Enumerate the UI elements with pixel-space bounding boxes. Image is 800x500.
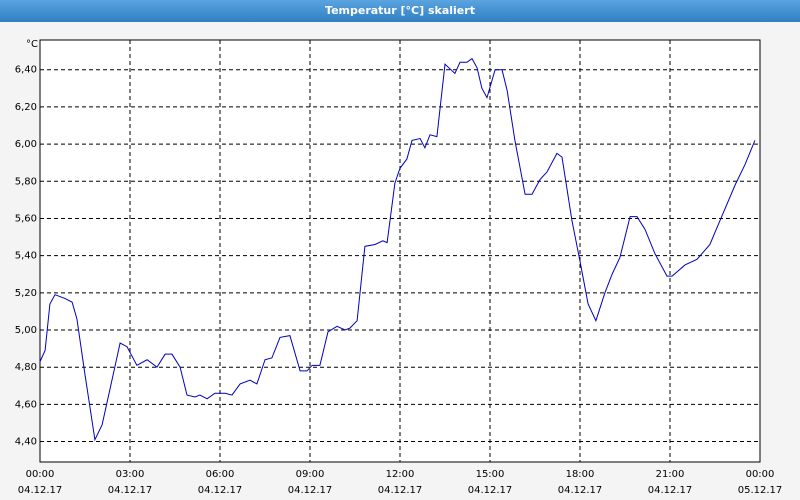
y-tick-label: 5,20: [15, 288, 37, 299]
x-tick-label: 06:00: [206, 469, 235, 480]
y-tick-label: 4,80: [15, 362, 37, 373]
y-tick-label: 6,00: [15, 139, 37, 150]
x-tick-label: 04.12.17: [468, 485, 513, 496]
x-tick-label: 04.12.17: [18, 485, 63, 496]
y-tick-label: 5,60: [15, 213, 37, 224]
y-tick-label: 5,00: [15, 325, 37, 336]
x-tick-label: 09:00: [296, 469, 325, 480]
x-tick-label: 04.12.17: [378, 485, 423, 496]
chart: °C 4,40 4,60 4,80 5,00 5,20 5,40 5,60 5,80 6,00 6…: [15, 39, 783, 496]
x-tick-label: 21:00: [656, 469, 685, 480]
x-tick-label: 05.12.17: [738, 485, 783, 496]
temperature-line: [39, 57, 756, 442]
y-tick-label: 4,60: [15, 399, 37, 410]
y-unit: °C: [26, 39, 38, 50]
y-tick-label: 5,80: [15, 176, 37, 187]
x-tick-label: 00:00: [26, 469, 55, 480]
x-tick-label: 04.12.17: [648, 485, 693, 496]
y-tick-label: 6,20: [15, 102, 37, 113]
x-tick-label: 04.12.17: [198, 485, 243, 496]
y-tick-label: 4,40: [15, 437, 37, 448]
x-tick-label: 04.12.17: [558, 485, 603, 496]
x-tick-label: 15:00: [476, 469, 505, 480]
x-tick-label: 03:00: [116, 469, 145, 480]
y-tick-label: 5,40: [15, 251, 37, 262]
x-tick-label: 04.12.17: [108, 485, 153, 496]
x-tick-label: 12:00: [386, 469, 415, 480]
title-bar: Temperatur [°C] skaliert: [0, 0, 800, 22]
x-tick-label: 18:00: [566, 469, 595, 480]
y-tick-label: 6,40: [15, 65, 37, 76]
x-tick-label: 00:00: [746, 469, 775, 480]
x-tick-label: 04.12.17: [288, 485, 333, 496]
